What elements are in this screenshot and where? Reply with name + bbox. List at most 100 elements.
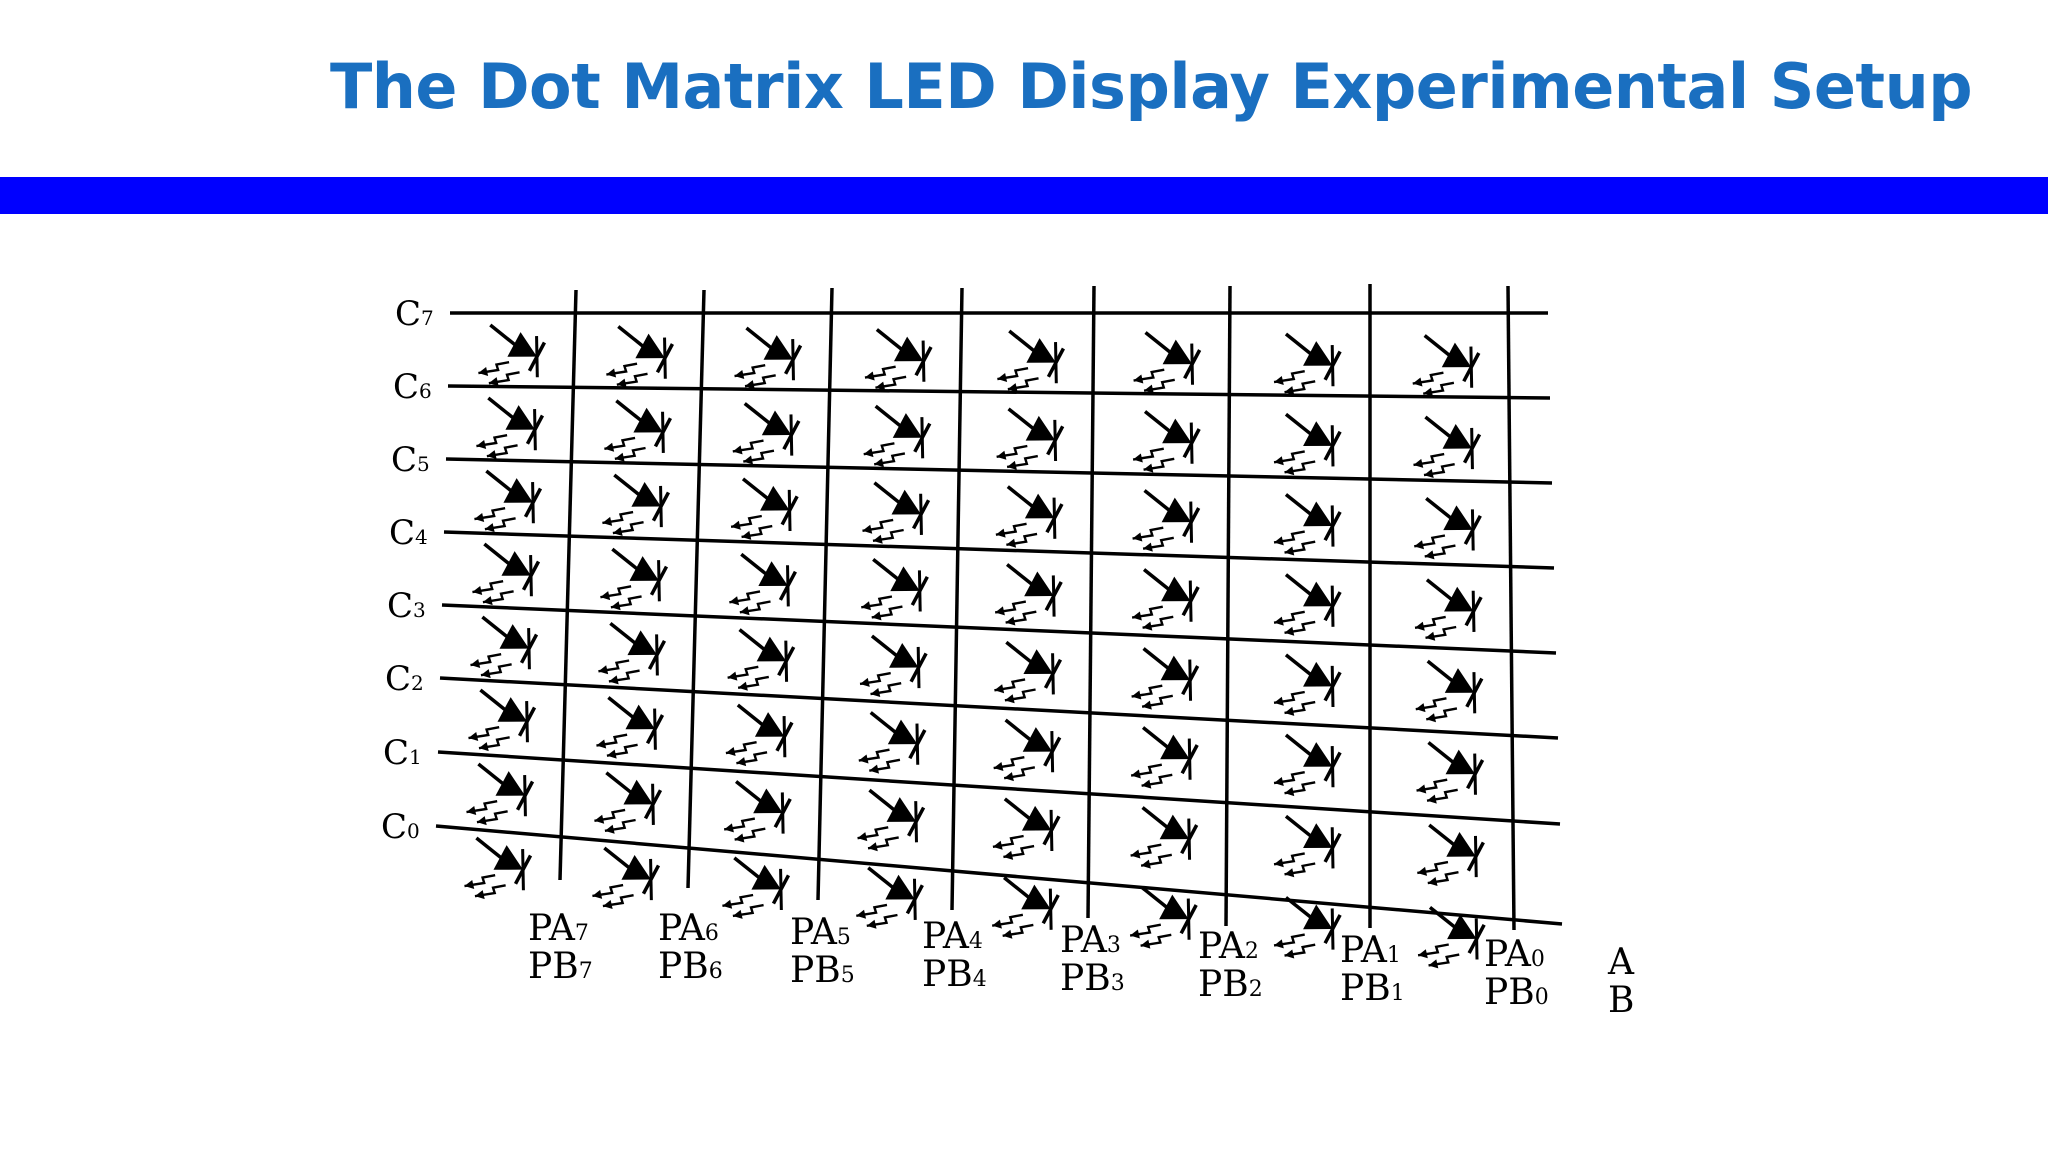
led-diode-icon <box>1273 733 1342 797</box>
led-diode-icon <box>858 711 927 774</box>
led-diode-icon <box>722 856 791 919</box>
column-line-7 <box>558 289 578 881</box>
column-label-pa1: PA1 <box>1340 930 1401 971</box>
led-diode-icon <box>594 771 663 834</box>
led-diode-icon <box>1414 578 1483 641</box>
column-label-pa3: PA3 <box>1060 920 1121 961</box>
led-diode-icon <box>476 396 545 460</box>
column-line-4 <box>950 287 964 911</box>
led-diode-icon <box>727 628 796 691</box>
led-diode-icon <box>602 473 671 536</box>
column-line-0 <box>1506 285 1516 931</box>
led-diode-icon <box>997 329 1065 393</box>
led-diode-icon <box>996 407 1065 470</box>
led-diode-icon <box>729 552 797 616</box>
led-diode-icon <box>478 323 546 387</box>
slide-title: The Dot Matrix LED Display Experimental … <box>330 50 1973 123</box>
led-diode-icon <box>1273 653 1342 716</box>
column-label-pa4: PA4 <box>922 916 983 957</box>
led-diode-icon <box>992 797 1061 860</box>
led-diode-icon <box>606 325 674 388</box>
port-label-b: B <box>1608 980 1634 1021</box>
row-line-1 <box>437 750 1561 826</box>
led-diode-icon <box>464 836 533 900</box>
column-label-pa6: PA6 <box>658 908 719 949</box>
column-label-pb5: PB5 <box>790 950 855 991</box>
led-diode-icon <box>470 615 539 679</box>
led-diode-icon <box>1414 496 1482 560</box>
led-diode-icon <box>1129 886 1198 949</box>
led-diode-icon <box>468 688 537 752</box>
row-label-c2: C2 <box>385 659 424 699</box>
led-diode-icon <box>863 404 932 468</box>
led-diode-icon <box>1413 415 1482 478</box>
column-line-5 <box>816 287 834 901</box>
title-divider-bar <box>0 177 2048 214</box>
led-diode-icon <box>604 399 672 462</box>
column-label-pa0: PA0 <box>1484 934 1545 975</box>
column-line-3 <box>1086 285 1096 919</box>
column-label-pb2: PB2 <box>1198 964 1263 1005</box>
row-label-c5: C5 <box>391 440 430 480</box>
led-diode-icon <box>994 640 1063 704</box>
led-diode-icon <box>1132 410 1201 473</box>
led-diode-icon <box>859 634 928 697</box>
row-label-c1: C1 <box>383 733 422 773</box>
port-label-a: A <box>1607 942 1635 983</box>
row-line-6 <box>447 384 1551 400</box>
column-label-pb7: PB7 <box>528 946 593 987</box>
column-line-2 <box>1224 285 1232 927</box>
column-label-pb1: PB1 <box>1340 968 1405 1009</box>
led-diode-icon <box>1130 726 1199 789</box>
led-diode-icon <box>1415 659 1484 723</box>
led-diode-icon <box>598 621 667 685</box>
led-diode-icon <box>1133 331 1202 394</box>
led-diode-icon <box>1273 493 1342 556</box>
column-label-pa7: PA7 <box>528 908 589 949</box>
column-label-pb4: PB4 <box>922 954 987 995</box>
led-diode-icon <box>730 477 799 540</box>
led-diode-icon <box>1131 568 1200 631</box>
row-line-5 <box>445 457 1553 485</box>
led-diode-icon <box>466 762 535 826</box>
led-diode-icon <box>723 780 792 843</box>
led-diode-icon <box>991 876 1060 939</box>
led-diode-icon <box>1417 823 1485 886</box>
led-diode-icon <box>734 326 803 390</box>
row-label-c3: C3 <box>387 586 426 626</box>
led-diode-icon <box>474 469 543 533</box>
column-label-pb3: PB3 <box>1060 958 1125 999</box>
row-label-c7: C7 <box>395 294 434 334</box>
row-line-0 <box>435 824 1563 926</box>
column-label-pb0: PB0 <box>1484 972 1549 1013</box>
column-line-6 <box>686 289 706 889</box>
led-diode-icon <box>600 547 669 611</box>
led-diode-icon <box>1132 489 1201 552</box>
column-label-pb6: PB6 <box>658 946 723 987</box>
led-diode-icon <box>1273 573 1342 636</box>
row-label-c0: C0 <box>381 807 420 847</box>
led-diode-icon <box>1273 412 1342 476</box>
led-diode-icon <box>1417 905 1486 969</box>
led-diode-icon <box>861 557 929 621</box>
led-diode-icon <box>596 696 665 759</box>
led-diode-icon <box>592 846 661 909</box>
led-diode-icon <box>1131 647 1200 710</box>
row-label-c4: C4 <box>389 513 428 553</box>
row-label-c6: C6 <box>393 367 432 407</box>
led-diode-icon <box>1412 334 1481 397</box>
row-line-4 <box>443 530 1555 570</box>
led-diode-icon <box>1273 814 1342 878</box>
led-diode-icon <box>857 788 926 852</box>
led-diode-icon <box>472 542 541 606</box>
led-diode-icon <box>864 328 933 391</box>
led-diode-icon <box>1273 896 1342 959</box>
led-diode-icon <box>993 718 1062 782</box>
column-label-pa2: PA2 <box>1198 926 1259 967</box>
led-diode-icon <box>725 703 794 767</box>
led-diode-icon <box>995 485 1064 548</box>
column-label-pa5: PA5 <box>790 912 851 953</box>
led-diode-icon <box>856 866 924 929</box>
led-diode-icon <box>862 481 931 544</box>
led-diode-icon <box>1130 806 1199 869</box>
